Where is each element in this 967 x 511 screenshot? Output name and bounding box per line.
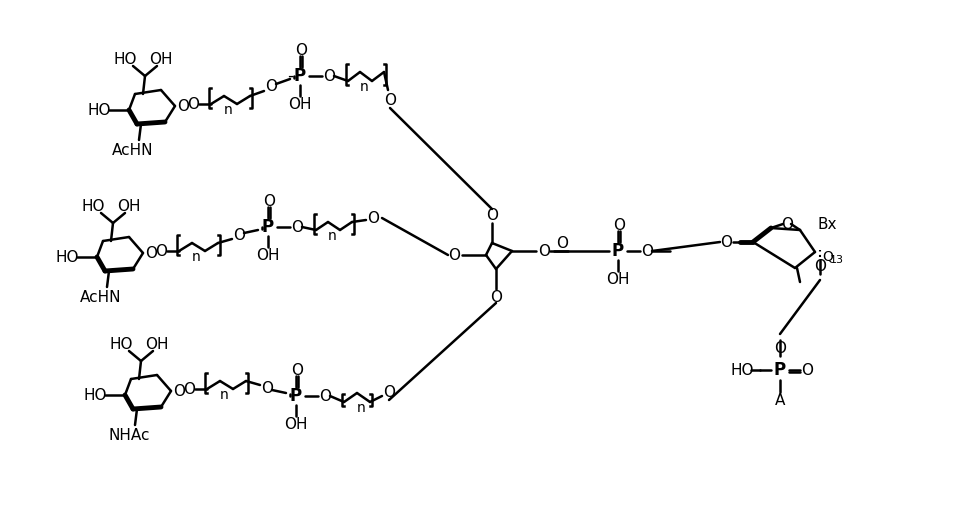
Text: O: O [145,245,157,261]
Text: O: O [384,92,396,107]
Text: n: n [328,229,337,243]
Text: O: O [173,383,185,399]
Text: OH: OH [149,52,173,66]
Text: O: O [801,362,813,378]
Text: OH: OH [284,416,308,431]
Text: HO: HO [55,249,78,265]
Text: n: n [223,103,232,117]
Text: OH: OH [117,198,141,214]
Text: O: O [319,388,331,404]
Text: P: P [774,361,786,379]
Text: O: O [486,207,498,222]
Text: O: O [265,79,277,94]
Text: O: O [323,68,335,83]
Text: HO: HO [81,198,104,214]
Text: -: - [287,67,293,85]
Text: O: O [295,42,307,58]
Text: O: O [233,227,245,243]
Text: O: O [641,244,653,259]
Text: O: O [155,244,167,259]
Text: P: P [262,218,274,236]
Text: Q: Q [823,249,834,263]
Text: n: n [360,80,368,94]
Text: O: O [263,194,275,208]
Text: O: O [291,362,303,378]
Text: O: O [187,97,199,111]
Text: OH: OH [606,271,630,287]
Text: O: O [490,290,502,305]
Text: HO: HO [83,387,106,403]
Text: HO: HO [113,52,136,66]
Text: HO: HO [730,362,753,378]
Text: HO: HO [87,103,111,118]
Text: HO: HO [109,337,132,352]
Text: O: O [448,247,460,263]
Text: O: O [383,384,395,400]
Text: P: P [290,387,302,405]
Text: O: O [183,382,195,397]
Text: P: P [294,67,307,85]
Text: OH: OH [256,247,279,263]
Text: AcHN: AcHN [112,143,154,157]
Text: n: n [191,250,200,264]
Text: n: n [220,388,228,402]
Text: O: O [538,244,550,259]
Text: O: O [177,99,189,113]
Text: P: P [612,242,624,260]
Text: O: O [774,340,786,356]
Text: Bx: Bx [817,217,836,231]
Text: NHAc: NHAc [108,428,150,443]
Text: O: O [720,235,732,249]
Text: O: O [291,220,303,235]
Text: OH: OH [145,337,169,352]
Text: O: O [613,218,625,233]
Text: n: n [357,401,366,415]
Text: O: O [781,217,793,231]
Text: O: O [261,381,273,396]
Text: A: A [775,392,785,407]
Text: O: O [814,259,826,273]
Text: OH: OH [288,97,311,111]
Text: O: O [556,236,568,250]
Text: 13: 13 [830,255,844,265]
Text: O: O [367,211,379,225]
Text: AcHN: AcHN [80,290,122,305]
